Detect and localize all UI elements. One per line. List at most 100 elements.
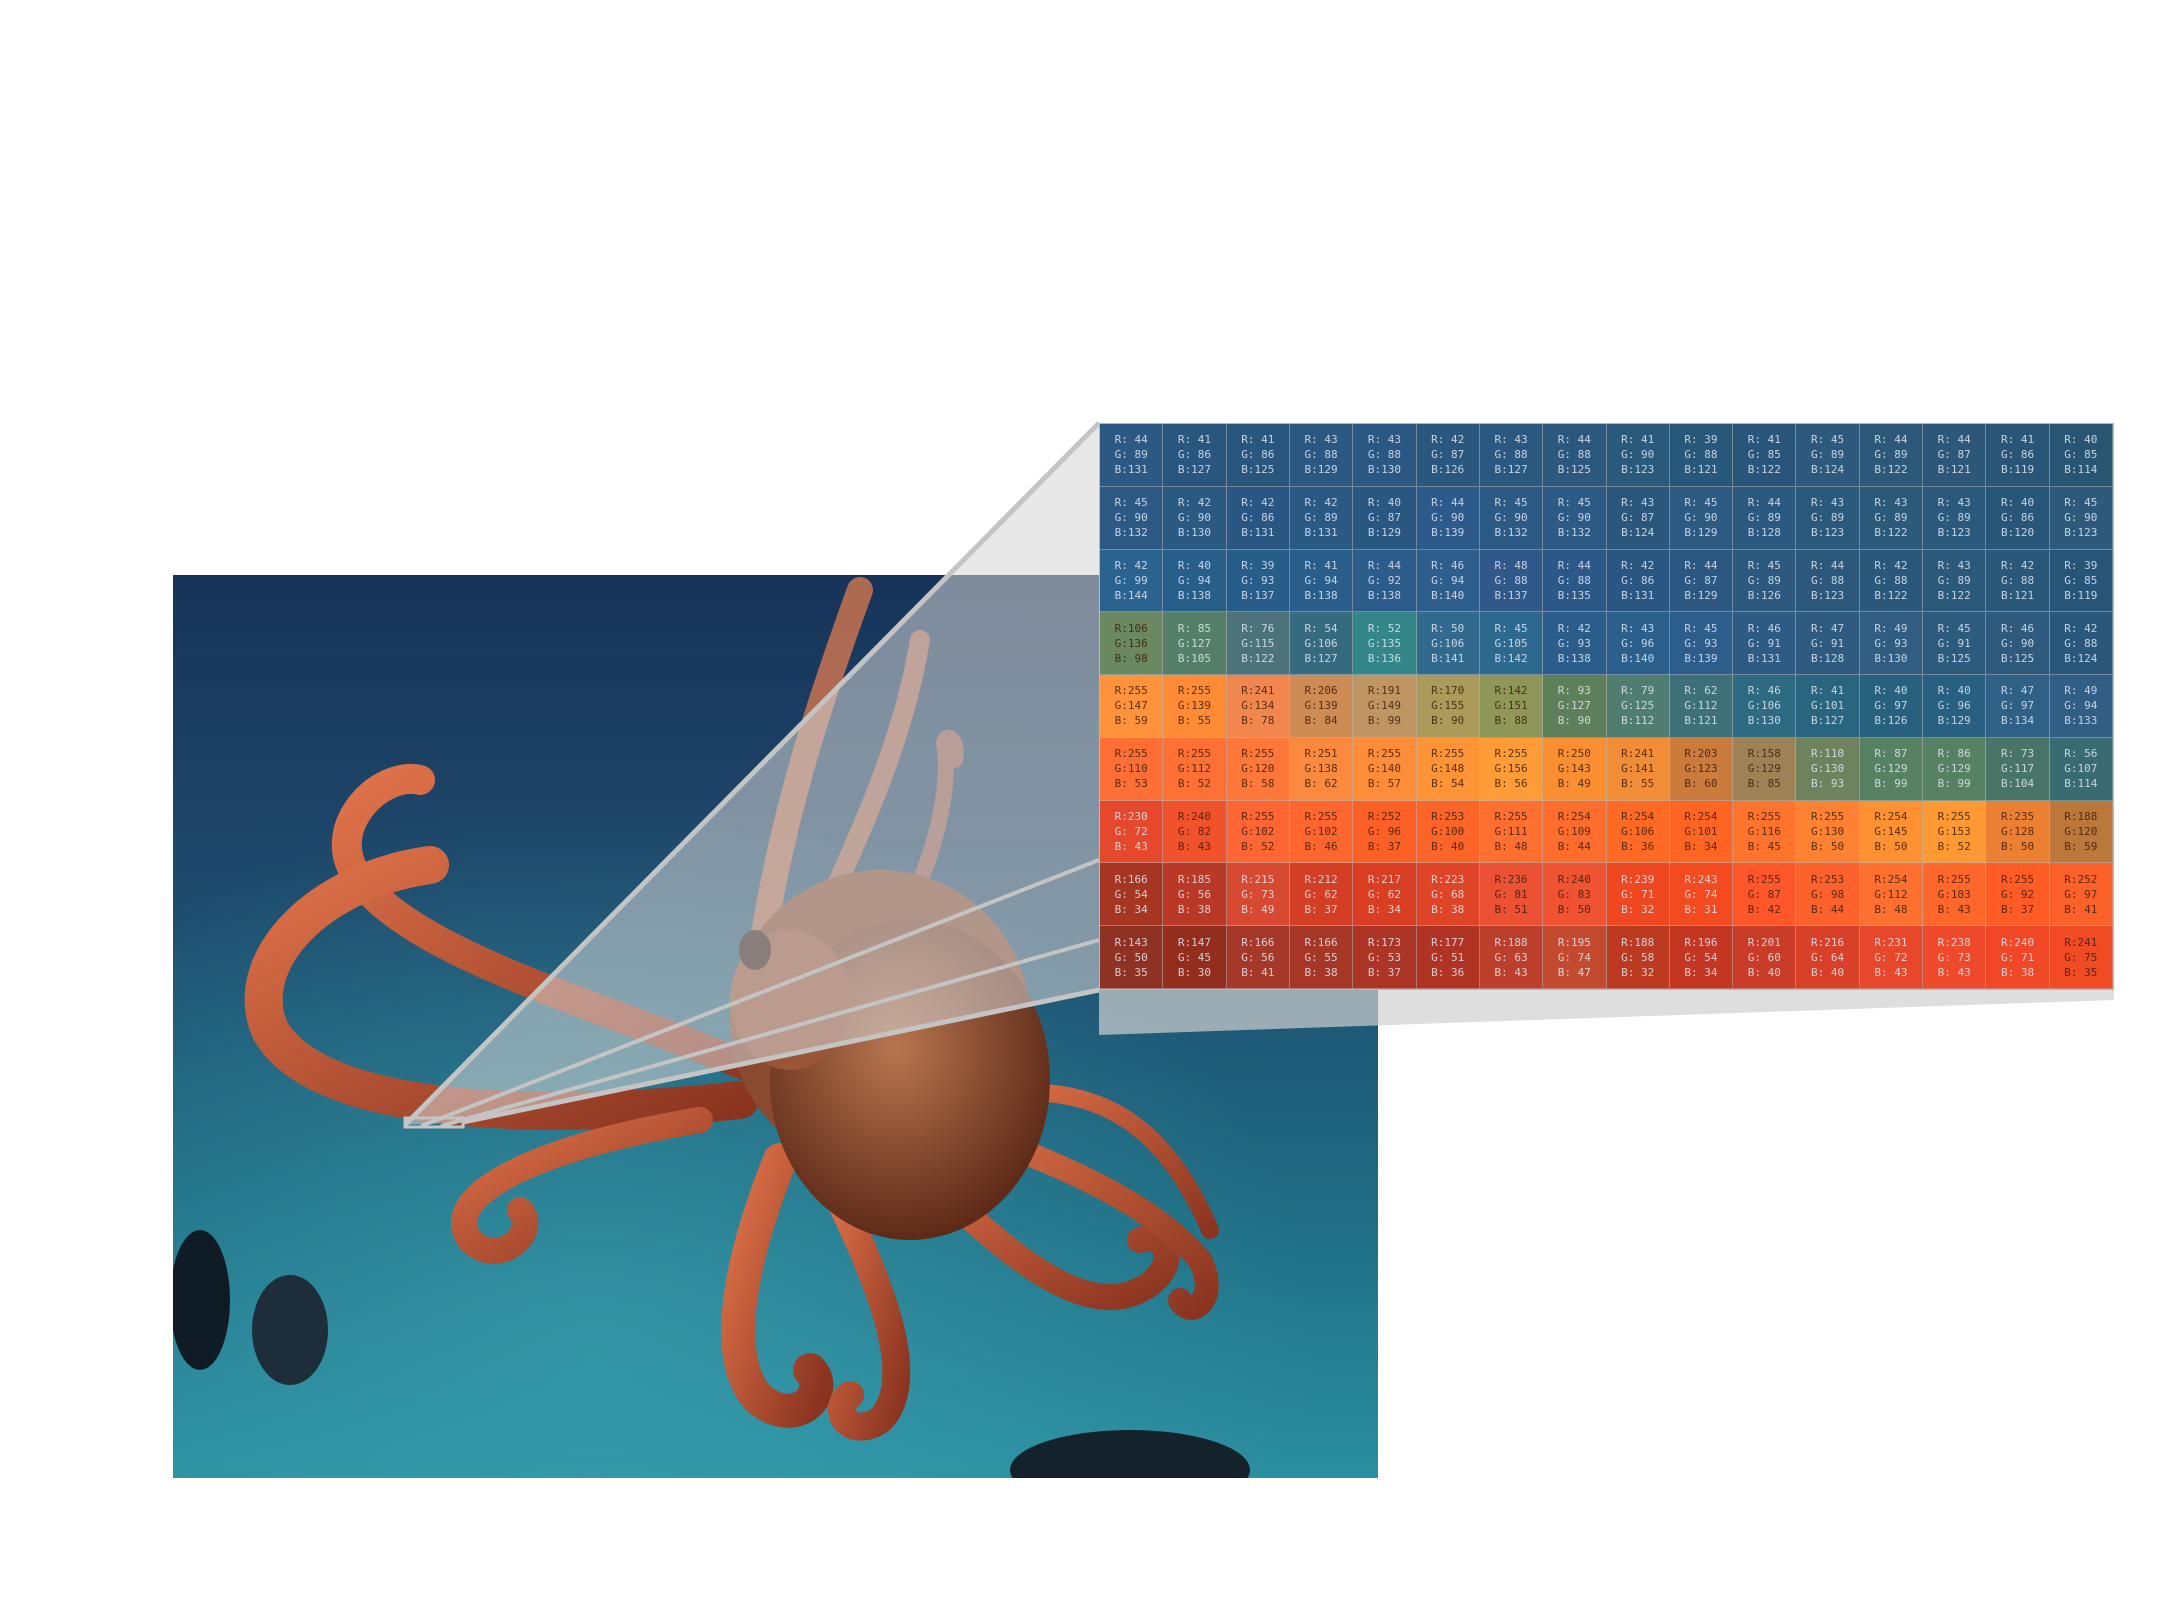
pixel-cell: R:106 G:136 B: 98: [1100, 612, 1164, 676]
pixel-r-value: R: 43: [1811, 496, 1845, 510]
pixel-cell: R: 44 G: 87 B:129: [1669, 549, 1734, 613]
pixel-r-value: R:250: [1557, 747, 1591, 761]
pixel-cell: R: 44 G: 88 B:125: [1543, 424, 1607, 487]
pixel-r-value: R: 42: [2064, 621, 2098, 635]
pixel-g-value: G: 89: [1811, 511, 1845, 525]
pixel-b-value: B: 43: [1874, 965, 1908, 979]
pixel-g-value: G:125: [1621, 699, 1655, 713]
pixel-r-value: R: 44: [1431, 496, 1465, 510]
pixel-cell: R: 43 G: 89 B:123: [1923, 486, 1987, 550]
pixel-g-value: G:116: [1747, 825, 1781, 839]
pixel-b-value: B:122: [1241, 651, 1275, 665]
pixel-g-value: G: 50: [1114, 950, 1148, 964]
pixel-cell: R: 40 G: 97 B:126: [1859, 675, 1924, 738]
pixel-g-value: G: 71: [2000, 950, 2035, 964]
pixel-g-value: G: 98: [1811, 887, 1845, 901]
pixel-b-value: B: 99: [1937, 777, 1971, 791]
pixel-b-value: B:129: [1937, 714, 1971, 728]
pixel-cell: R:240 G: 71 B: 38: [1986, 926, 2050, 989]
pixel-r-value: R:195: [1557, 935, 1591, 949]
pixel-b-value: B: 88: [1494, 714, 1528, 728]
pixel-cell: R:255 G:116 B: 45: [1733, 800, 1797, 864]
pixel-cell: R:216 G: 64 B: 40: [1796, 926, 1860, 989]
pixel-g-value: G:107: [2064, 762, 2098, 776]
pixel-r-value: R: 40: [1367, 496, 1401, 510]
pixel-b-value: B:125: [1557, 463, 1591, 477]
pixel-g-value: G:134: [1241, 699, 1275, 713]
pixel-g-value: G: 94: [2064, 699, 2098, 713]
pixel-g-value: G: 86: [1177, 448, 1212, 462]
pixel-r-value: R:188: [2064, 810, 2098, 824]
pixel-g-value: G: 96: [1621, 636, 1655, 650]
pixel-b-value: B: 84: [1304, 714, 1338, 728]
pixel-b-value: B:140: [1431, 588, 1465, 602]
pixel-r-value: R: 44: [1557, 558, 1591, 572]
pixel-g-value: G:127: [1557, 699, 1591, 713]
pixel-g-value: G: 86: [1241, 511, 1275, 525]
pixel-b-value: B:129: [1684, 588, 1718, 602]
pixel-cell: R: 45 G: 89 B:126: [1733, 549, 1797, 613]
pixel-g-value: G:103: [1937, 887, 1971, 901]
pixel-b-value: B: 50: [1557, 902, 1591, 916]
pixel-b-value: B:131: [1747, 651, 1781, 665]
pixel-g-value: G: 89: [1747, 573, 1781, 587]
pixel-r-value: R: 40: [1937, 684, 1971, 698]
pixel-r-value: R:216: [1811, 935, 1845, 949]
pixel-b-value: B: 46: [1304, 840, 1338, 854]
pixel-cell: R: 86 G:129 B: 99: [1923, 737, 1987, 801]
pixel-r-value: R: 43: [1621, 496, 1655, 510]
pixel-cell: R:110 G:130 B: 93: [1796, 737, 1860, 801]
pixel-cell: R:255 G:156 B: 56: [1479, 737, 1544, 801]
pixel-g-value: G: 88: [1874, 573, 1908, 587]
pixel-r-value: R:255: [1367, 747, 1401, 761]
pixel-r-value: R:196: [1684, 935, 1718, 949]
pixel-b-value: B:122: [1747, 463, 1781, 477]
pixel-g-value: G: 62: [1304, 887, 1338, 901]
pixel-b-value: B:120: [2000, 526, 2035, 540]
pixel-r-value: R:212: [1304, 872, 1338, 886]
pixel-cell: R: 42 G: 86 B:131: [1226, 486, 1290, 550]
pixel-b-value: B: 58: [1241, 777, 1275, 791]
pixel-r-value: R: 76: [1241, 621, 1275, 635]
pixel-b-value: B:126: [1431, 463, 1465, 477]
pixel-b-value: B:135: [1557, 588, 1591, 602]
pixel-r-value: R:206: [1304, 684, 1338, 698]
pixel-b-value: B: 34: [1367, 902, 1401, 916]
pixel-b-value: B:121: [1937, 463, 1971, 477]
pixel-r-value: R: 52: [1367, 621, 1401, 635]
pixel-r-value: R: 45: [1684, 496, 1718, 510]
pixel-r-value: R:188: [1494, 935, 1528, 949]
pixel-r-value: R:253: [1811, 872, 1845, 886]
pixel-g-value: G: 90: [1557, 511, 1591, 525]
pixel-cell: R:166 G: 54 B: 34: [1100, 863, 1164, 927]
pixel-cell: R:203 G:123 B: 60: [1669, 737, 1734, 801]
pixel-b-value: B:137: [1241, 588, 1275, 602]
pixel-b-value: B: 31: [1684, 902, 1718, 916]
pixel-g-value: G:129: [1874, 762, 1908, 776]
pixel-g-value: G:102: [1304, 825, 1338, 839]
pixel-cell: R:188 G: 58 B: 32: [1606, 926, 1670, 989]
pixel-cell: R:253 G:100 B: 40: [1416, 800, 1480, 864]
pixel-b-value: B:130: [1747, 714, 1781, 728]
pixel-b-value: B:122: [1874, 526, 1908, 540]
pixel-g-value: G: 82: [1177, 825, 1212, 839]
pixel-cell: R: 45 G: 90 B:129: [1669, 486, 1734, 550]
pixel-cell: R: 43 G: 89 B:122: [1923, 549, 1987, 613]
pixel-cell: R:253 G: 98 B: 44: [1796, 863, 1860, 927]
pixel-cell: R: 45 G: 90 B:132: [1100, 486, 1164, 550]
pixel-cell: R: 45 G: 91 B:125: [1923, 612, 1987, 676]
pixel-cell: R: 42 G: 90 B:130: [1163, 486, 1227, 550]
pixel-cell: R: 44 G: 89 B:128: [1733, 486, 1797, 550]
pixel-cell: R:240 G: 83 B: 50: [1543, 863, 1607, 927]
pixel-g-value: G:139: [1304, 699, 1338, 713]
pixel-cell: R:255 G:102 B: 52: [1226, 800, 1290, 864]
pixel-b-value: B: 43: [1937, 902, 1971, 916]
pixel-cell: R: 39 G: 93 B:137: [1226, 549, 1290, 613]
pixel-r-value: R:240: [2000, 935, 2035, 949]
pixel-r-value: R:236: [1494, 872, 1528, 886]
pixel-r-value: R: 49: [2064, 684, 2098, 698]
pixel-g-value: G:141: [1621, 762, 1655, 776]
pixel-r-value: R: 47: [1811, 621, 1845, 635]
pixel-r-value: R:255: [1304, 810, 1338, 824]
pixel-cell: R:255 G:110 B: 53: [1100, 737, 1164, 801]
